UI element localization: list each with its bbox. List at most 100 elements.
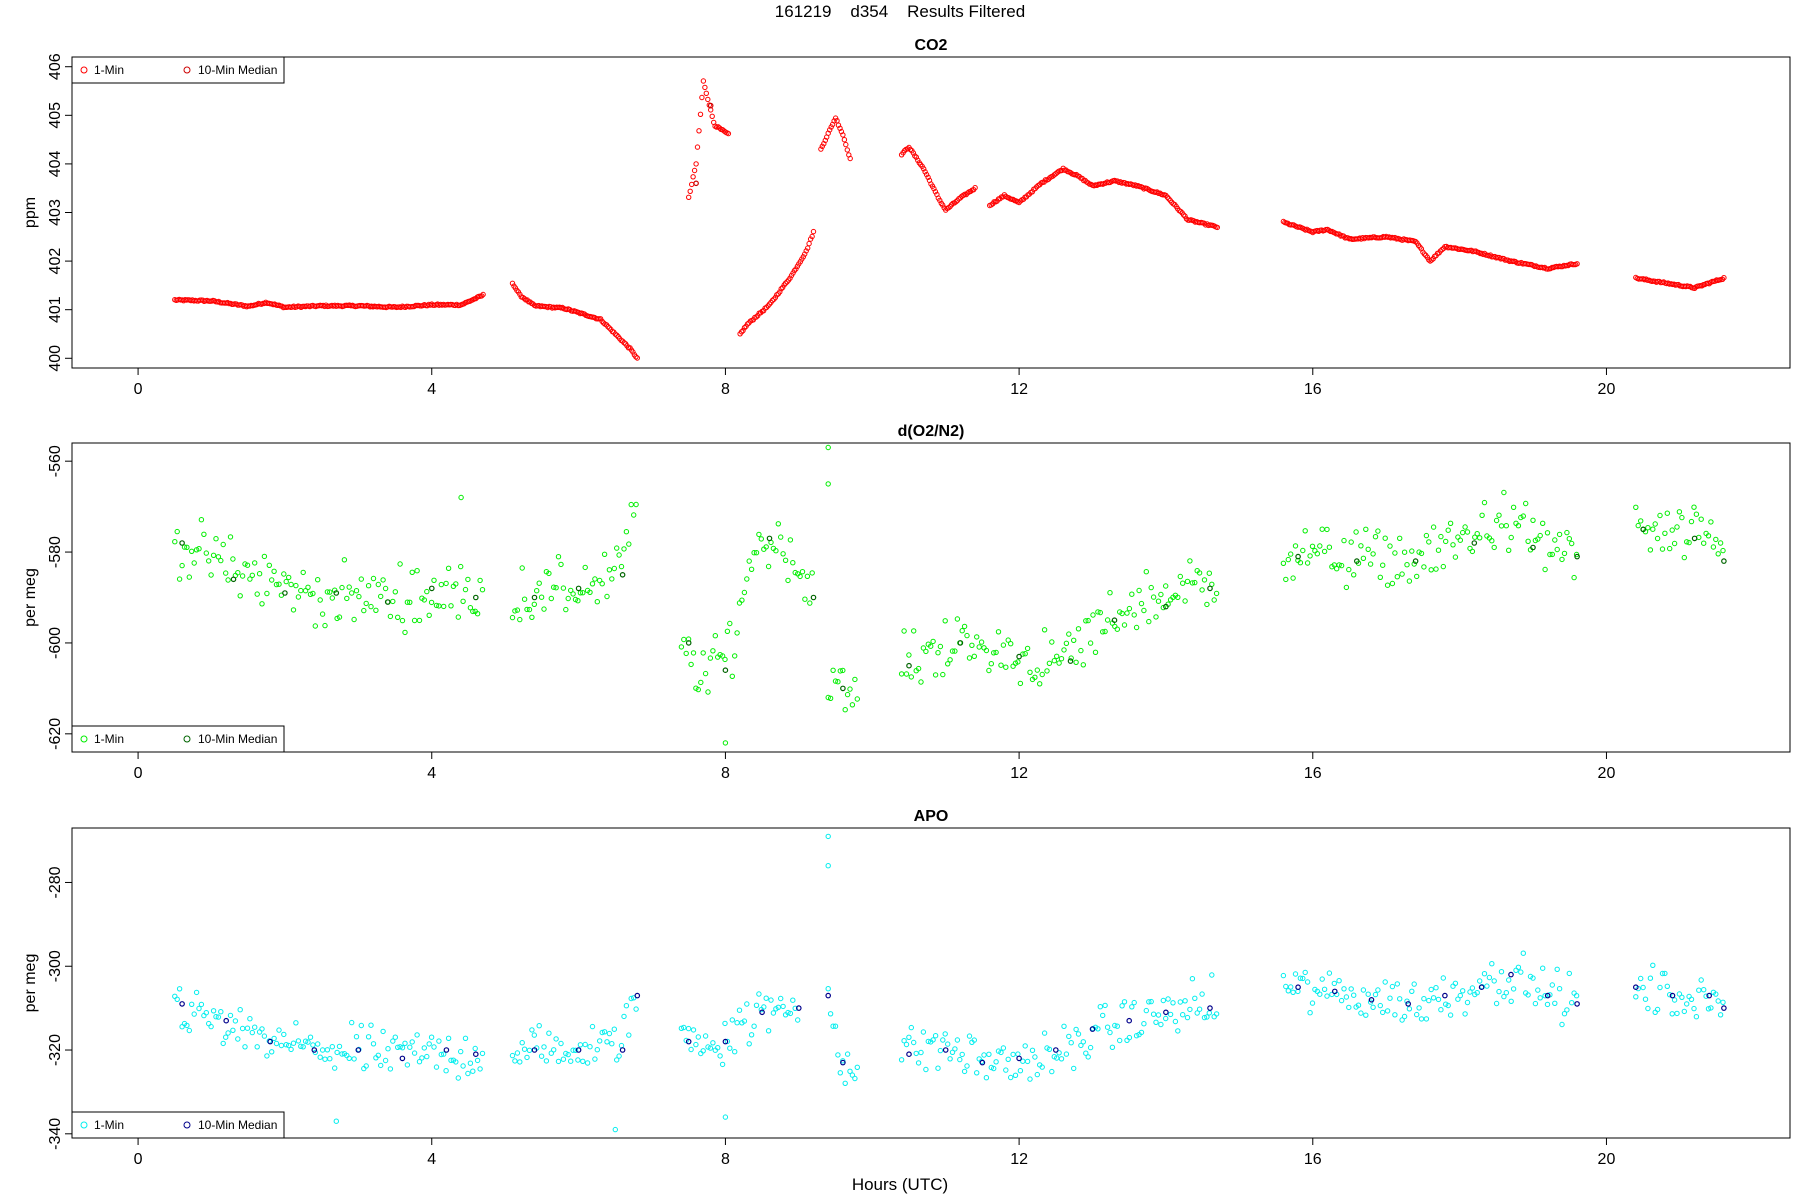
- one-min-point: [806, 240, 812, 247]
- one-min-point: [1360, 555, 1367, 561]
- one-min-point: [298, 587, 304, 594]
- one-min-point: [690, 174, 696, 180]
- one-min-point: [438, 581, 444, 588]
- one-min-point: [462, 1035, 469, 1042]
- median-point: [333, 590, 340, 596]
- one-min-point: [237, 593, 243, 599]
- one-min-point: [307, 1034, 314, 1040]
- median-point: [267, 1038, 274, 1045]
- one-min-point: [1544, 1001, 1551, 1008]
- one-min-point: [1452, 554, 1459, 560]
- one-min-point: [1027, 669, 1033, 675]
- one-min-point: [1005, 1056, 1011, 1063]
- one-min-point: [621, 546, 627, 552]
- one-min-point: [1370, 1004, 1376, 1010]
- one-min-point: [1464, 999, 1471, 1006]
- one-min-point: [1684, 1001, 1690, 1007]
- one-min-point: [363, 1063, 369, 1069]
- one-min-point: [685, 1025, 692, 1032]
- median-point: [840, 685, 846, 692]
- one-min-point: [959, 628, 965, 634]
- one-min-point: [206, 1020, 212, 1027]
- one-min-point: [529, 1027, 535, 1033]
- one-min-point: [288, 581, 294, 588]
- one-min-point: [947, 657, 953, 663]
- one-min-point: [827, 695, 834, 701]
- one-min-point: [1659, 546, 1666, 552]
- one-min-point: [1336, 562, 1342, 568]
- median-point: [707, 102, 714, 109]
- one-min-point: [1717, 1012, 1724, 1018]
- one-min-point: [470, 608, 476, 615]
- one-min-point: [1428, 567, 1434, 573]
- one-min-point: [601, 1029, 608, 1035]
- one-min-point: [189, 548, 195, 554]
- y-tick-label: 405: [47, 102, 64, 129]
- one-min-point: [732, 653, 738, 659]
- one-min-point: [691, 167, 698, 174]
- median-point: [1354, 558, 1360, 564]
- one-min-point: [1464, 529, 1471, 535]
- one-min-point: [558, 1040, 564, 1047]
- one-min-point: [1681, 1008, 1688, 1015]
- one-min-point: [1404, 562, 1410, 568]
- one-min-point: [1549, 982, 1556, 988]
- one-min-point: [441, 603, 447, 610]
- one-min-point: [702, 670, 709, 677]
- one-min-point: [1095, 609, 1101, 615]
- one-min-point: [942, 618, 948, 624]
- one-min-point: [763, 995, 769, 1001]
- one-min-point: [1321, 548, 1328, 555]
- one-min-point: [1717, 540, 1724, 546]
- one-min-point: [1039, 671, 1045, 678]
- one-min-point: [1177, 999, 1184, 1005]
- one-min-point: [606, 325, 613, 331]
- one-min-point: [1160, 604, 1167, 611]
- one-min-point: [196, 1005, 202, 1012]
- one-min-point: [1348, 986, 1354, 992]
- one-min-point: [387, 613, 394, 620]
- one-min-point: [281, 1031, 287, 1038]
- one-min-point: [928, 643, 934, 649]
- one-min-point: [220, 541, 226, 548]
- one-min-point: [1119, 1003, 1125, 1009]
- one-min-point: [509, 1052, 516, 1059]
- one-min-point: [244, 1025, 251, 1031]
- one-min-point: [1662, 530, 1668, 536]
- one-min-point: [1409, 548, 1415, 554]
- one-min-point: [1554, 966, 1560, 972]
- one-min-point: [334, 1049, 340, 1056]
- one-min-point: [1698, 977, 1704, 983]
- one-min-point: [942, 1031, 948, 1037]
- one-min-point: [351, 616, 357, 623]
- one-min-point: [1508, 534, 1514, 541]
- one-min-point: [791, 267, 798, 274]
- one-min-point: [276, 1027, 282, 1033]
- one-min-point: [998, 662, 1004, 668]
- one-min-point: [247, 1016, 253, 1022]
- one-min-point: [1114, 1023, 1121, 1029]
- one-min-point: [807, 600, 813, 606]
- legend-marker-median: [183, 735, 191, 743]
- one-min-point: [1438, 1007, 1444, 1013]
- one-min-point: [695, 686, 701, 693]
- one-min-point: [782, 280, 789, 286]
- one-min-point: [1382, 535, 1388, 541]
- one-min-point: [1126, 1034, 1133, 1041]
- one-min-point: [1387, 543, 1393, 549]
- one-min-point: [319, 611, 326, 617]
- one-min-point: [1418, 550, 1425, 557]
- one-min-point: [1440, 975, 1447, 981]
- one-min-point: [196, 546, 202, 552]
- one-min-point: [1508, 998, 1514, 1004]
- one-min-point: [1131, 612, 1137, 618]
- one-min-point: [748, 1032, 755, 1038]
- one-min-point: [172, 993, 178, 999]
- one-min-point: [1283, 576, 1289, 583]
- one-min-point: [1199, 587, 1205, 593]
- x-tick-label: 16: [1304, 1151, 1322, 1168]
- one-min-point: [521, 295, 527, 302]
- one-min-point: [1133, 624, 1140, 631]
- one-min-point: [832, 1023, 839, 1029]
- one-min-point: [1674, 524, 1680, 530]
